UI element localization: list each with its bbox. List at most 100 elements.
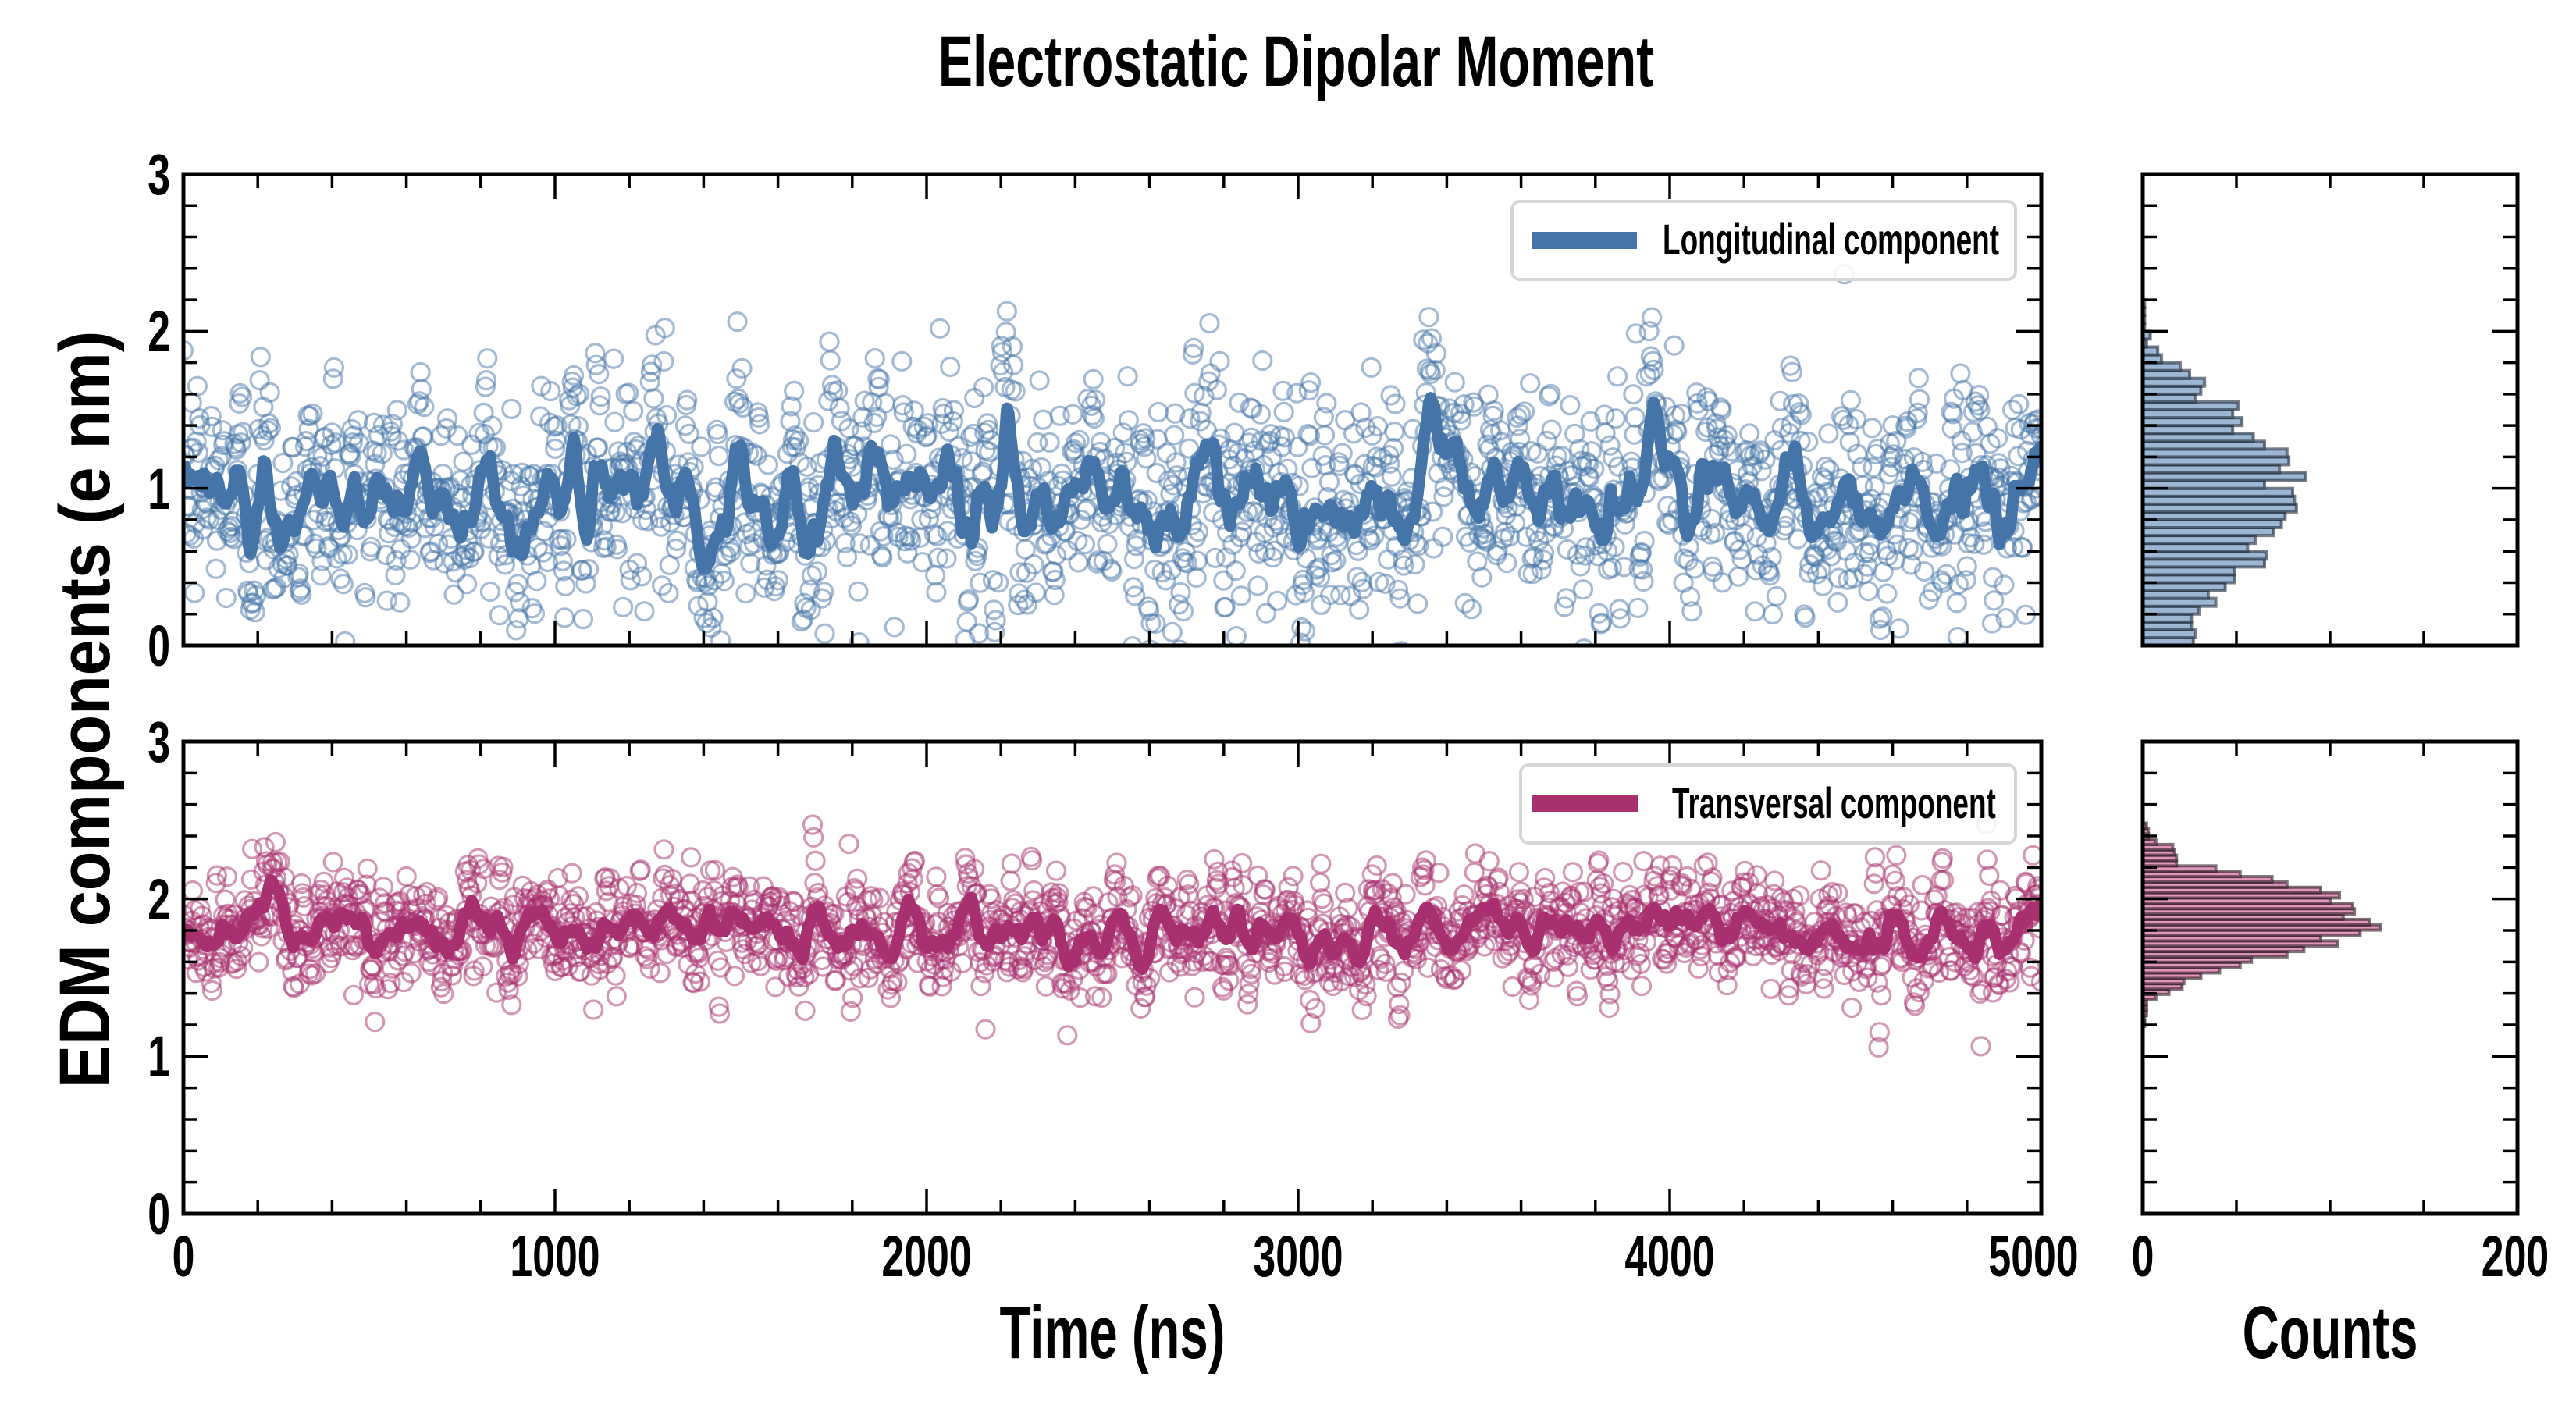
legend-label-transversal: Transversal component <box>1672 779 1996 828</box>
scatter-point <box>943 400 965 421</box>
scatter-point <box>1710 436 1731 457</box>
scatter-point <box>1379 453 1400 474</box>
scatter-point <box>1213 570 1234 591</box>
scatter-point <box>893 402 914 423</box>
scatter-point <box>626 553 648 574</box>
scatter-point <box>1296 548 1317 569</box>
scatter-point <box>1272 380 1293 401</box>
scatter-point <box>355 709 373 727</box>
scatter-point <box>1138 600 1160 621</box>
scatter-point <box>1114 443 1136 464</box>
scatter-point <box>1135 428 1156 449</box>
scatter-point <box>720 542 742 563</box>
scatter-point <box>589 364 610 385</box>
y-tick-label: 0 <box>148 614 170 678</box>
scatter-point <box>1112 422 1133 443</box>
scatter-point <box>1716 436 1737 457</box>
scatter-point <box>1204 848 1225 870</box>
scatter-point <box>415 893 436 915</box>
scatter-point <box>1464 396 1485 417</box>
scatter-point <box>987 688 1005 706</box>
scatter-point <box>926 582 947 603</box>
scatter-point <box>309 455 331 477</box>
scatter-point <box>849 632 870 646</box>
scatter-point <box>640 361 662 382</box>
scatter-point <box>1843 567 1864 589</box>
scatter-point <box>226 958 247 980</box>
scatter-point <box>587 437 609 458</box>
scatter-point <box>1886 845 1907 866</box>
scatter-point <box>1126 528 1147 550</box>
scatter-point <box>996 301 1018 322</box>
scatter-point <box>1199 313 1220 334</box>
scatter-point <box>1795 606 1816 628</box>
scatter-point <box>475 370 497 391</box>
scatter-point <box>343 984 364 1005</box>
scatter-point <box>569 383 590 404</box>
scatter-point <box>443 584 464 605</box>
scatter-point <box>1589 603 1610 624</box>
scatter-point <box>1581 441 1602 462</box>
scatter-point <box>1421 328 1443 349</box>
scatter-point <box>902 869 923 890</box>
scatter-point <box>1510 404 1532 425</box>
scatter-point <box>940 356 961 378</box>
scatter-point <box>482 415 503 436</box>
scatter-point <box>184 582 205 603</box>
scatter-point <box>1882 414 1903 436</box>
scatter-point <box>258 420 279 441</box>
scatter-point <box>1761 546 1782 568</box>
scatter-point <box>1941 401 1962 422</box>
scatter-point <box>447 425 468 446</box>
scatter-point <box>1147 401 1169 423</box>
scatter-point <box>1969 400 1991 421</box>
scatter-point <box>420 541 441 562</box>
scatter-point <box>927 547 948 568</box>
scatter-point <box>667 530 688 552</box>
scatter-point <box>555 575 576 597</box>
scatter-point <box>400 528 422 550</box>
scatter-point <box>916 425 938 446</box>
scatter-point <box>1942 404 1963 425</box>
scatter-point <box>1818 423 1839 444</box>
scatter-point <box>1845 522 1866 544</box>
scatter-point <box>1387 579 1409 600</box>
scatter-point <box>727 311 748 333</box>
scatter-point <box>201 405 222 427</box>
scatter-point <box>1225 560 1246 582</box>
scatter-point <box>248 951 269 973</box>
scatter-point <box>1973 534 1994 555</box>
scatter-point <box>1940 459 1961 480</box>
y-axis-label: EDM components (e nm) <box>44 331 125 1089</box>
scatter-point <box>1329 455 1350 476</box>
scatter-point <box>231 386 253 407</box>
scatter-point <box>1264 540 1285 561</box>
scatter-point <box>1226 626 1247 646</box>
scatter-point <box>1509 428 1531 450</box>
scatter-point <box>607 539 628 560</box>
scatter-point <box>984 621 1005 643</box>
scatter-point <box>409 391 430 412</box>
scatter-point <box>473 402 494 424</box>
scatter-point <box>1453 393 1475 415</box>
scatter-point <box>1390 972 1411 994</box>
scatter-point <box>820 350 841 371</box>
scatter-point <box>735 583 756 604</box>
scatter-point <box>1913 560 1935 582</box>
scatter-point <box>634 601 655 622</box>
scatter-point <box>553 607 575 628</box>
scatter-point <box>1607 366 1628 387</box>
scatter-point <box>572 608 594 630</box>
scatter-point <box>390 592 411 613</box>
scatter-point <box>611 503 633 524</box>
scatter-point <box>1996 681 2014 699</box>
scatter-point <box>1299 425 1321 446</box>
scatter-point <box>1536 430 1557 452</box>
scatter-point <box>1638 321 1660 342</box>
scatter-point <box>603 348 624 369</box>
scatter-point <box>869 368 890 390</box>
scatter-point <box>596 536 617 557</box>
scatter-point <box>829 397 850 419</box>
scatter-point <box>1642 350 1663 372</box>
axes <box>181 172 2520 1216</box>
